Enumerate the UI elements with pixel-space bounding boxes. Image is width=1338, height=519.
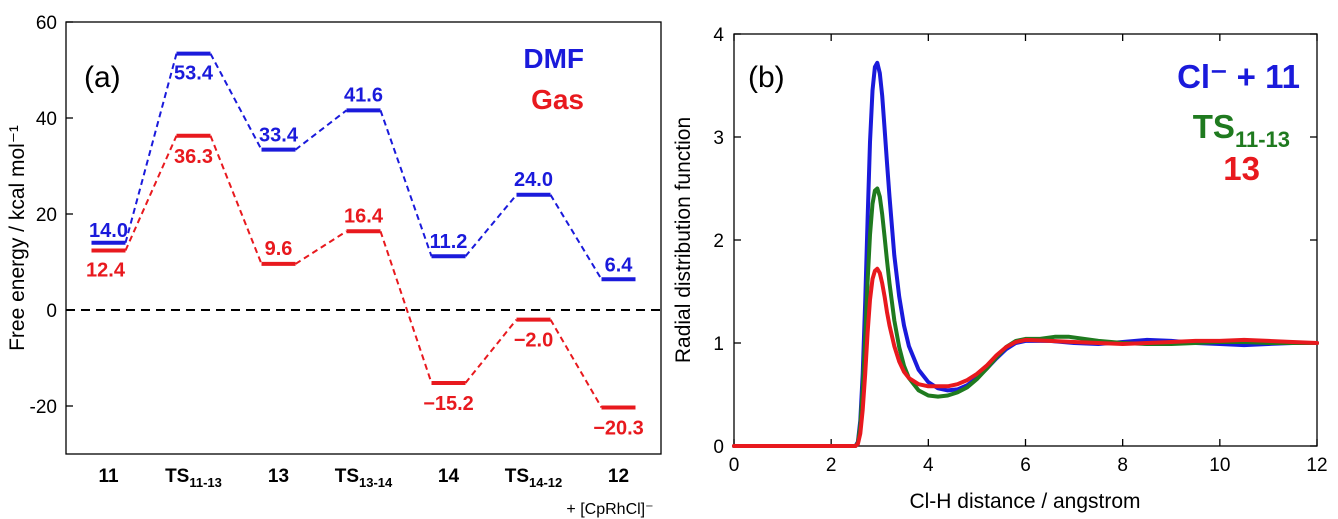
state-label: 11 (98, 466, 119, 487)
legend-gas: Gas (531, 84, 584, 115)
rdf-line (732, 186, 1319, 448)
connector-line (379, 109, 433, 257)
y-tick-label: 4 (713, 25, 724, 46)
state-label-main: TS (505, 466, 529, 487)
value-label: 41.6 (344, 84, 383, 106)
y-tick-label: 60 (36, 13, 57, 34)
x-tick-label: 4 (923, 455, 934, 476)
state-label-main: 14 (438, 466, 460, 487)
connector-line (209, 53, 263, 151)
panel-a-series: 14.0 53.4 33.4 41.6 11.2 24.0 6.4 12.4 36.3 9.6 16… (86, 51, 644, 439)
value-label: −2.0 (514, 330, 553, 352)
connector-line (209, 135, 263, 265)
state-label-main: 11 (98, 466, 119, 487)
value-label: 24.0 (514, 169, 553, 191)
state-label-sub: 11-13 (189, 475, 222, 490)
x-tick-label: 0 (729, 455, 740, 476)
panel-a-x-labels: 11 TS11-13 13 TS13-14 14 TS14-12 12 (98, 466, 629, 490)
value-label: −15.2 (423, 393, 474, 415)
legend-ts-main: TS (1193, 108, 1235, 145)
state-label: TS13-14 (335, 466, 393, 490)
value-label: 11.2 (430, 231, 468, 253)
rdf-line (732, 266, 1319, 448)
y-tick-label: 20 (36, 205, 57, 226)
panel-a-y-axis-label: Free energy / kcal mol⁻¹ (6, 125, 29, 351)
state-label-main: TS (165, 466, 189, 487)
state-label: TS11-13 (165, 466, 222, 490)
value-label: 16.4 (344, 205, 384, 227)
value-label: −20.3 (593, 417, 644, 439)
state-label: 12 (608, 466, 629, 487)
value-label: 53.4 (174, 63, 214, 85)
y-tick-label: 0 (713, 437, 724, 458)
y-tick-label: 1 (713, 334, 724, 355)
y-tick-label: 2 (713, 231, 724, 252)
legend-ts-11-13: TS11-13 (1193, 108, 1290, 152)
panel-b-frame (733, 33, 1318, 447)
value-label: 6.4 (605, 254, 634, 276)
x-tick-label: 6 (1020, 455, 1031, 476)
y-tick-label: -20 (30, 397, 57, 418)
connector-line (124, 135, 178, 251)
panel-a-frame (65, 21, 662, 455)
x-tick-label: 8 (1117, 455, 1128, 476)
y-tick-label: 0 (46, 301, 57, 322)
legend-ts-sub: 11-13 (1235, 127, 1290, 152)
state-label-main: 12 (608, 466, 629, 487)
y-tick-label: 3 (713, 128, 724, 149)
value-label: 14.0 (89, 220, 128, 242)
value-label: 12.4 (86, 259, 126, 281)
y-tick-label: 40 (36, 109, 57, 130)
legend-13: 13 (1223, 150, 1260, 187)
x-tick-label: 2 (826, 455, 837, 476)
connector-line (464, 318, 518, 384)
panel-b-y-axis-label: Radial distribution function (672, 117, 695, 363)
panel-a-y-ticks: -20 0 20 40 60 (30, 13, 73, 418)
value-label: 9.6 (265, 238, 293, 260)
connector-line (294, 109, 348, 151)
x-tick-label: 12 (1306, 455, 1327, 476)
panel-a-label: (a) (84, 61, 121, 94)
panel-b-x-axis-label: Cl-H distance / angstrom (909, 490, 1140, 513)
legend-cl-11: Cl⁻ + 11 (1177, 58, 1300, 95)
connector-line (549, 319, 603, 408)
connector-line (294, 230, 348, 265)
rdf-panel: (b) Radial distribution function Cl-H di… (672, 25, 1328, 513)
connector-line (379, 230, 433, 384)
state-label: TS14-12 (505, 466, 563, 490)
state-label: 13 (268, 466, 289, 487)
x-tick-label: 10 (1209, 455, 1230, 476)
state-label-main: TS (335, 466, 359, 487)
legend-dmf: DMF (523, 43, 584, 74)
state-label-sub: 13-14 (359, 475, 393, 490)
state-label-sub: 14-12 (529, 475, 562, 490)
connector-line (464, 194, 518, 257)
energy-profile-panel: (a) Free energy / kcal mol⁻¹ -200204060 … (6, 13, 662, 518)
series-gas: 12.4 36.3 9.6 16.4 −15.2 −2.0 −20.3 (86, 133, 644, 439)
connector-line (549, 194, 603, 280)
series-dmf: 14.0 53.4 33.4 41.6 11.2 24.0 6.4 (89, 51, 636, 282)
panel-b-series (732, 60, 1319, 448)
value-label: 33.4 (259, 125, 299, 147)
state-label-main: 13 (268, 466, 289, 487)
value-label: 36.3 (174, 146, 213, 168)
connector-line (124, 53, 178, 244)
state-label: 14 (438, 466, 460, 487)
panel-b-label: (b) (748, 61, 785, 94)
extra-label: + [CpRhCl]⁻ (566, 501, 653, 518)
